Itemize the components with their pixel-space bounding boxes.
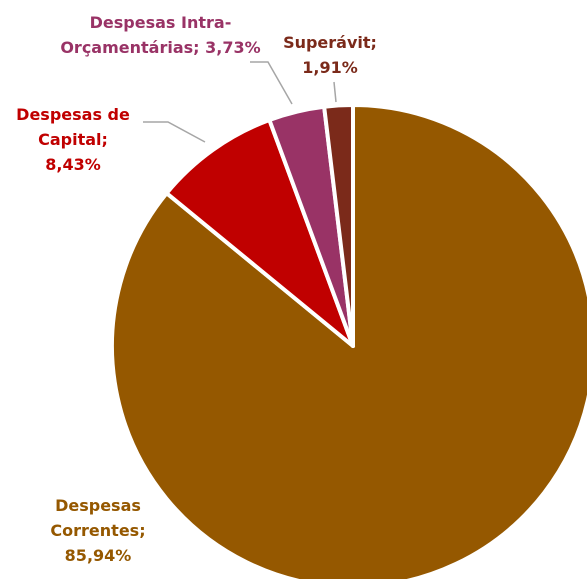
value-label: 8,43% bbox=[45, 155, 101, 174]
value-label: 85,94% bbox=[64, 546, 132, 565]
value-label: 3,73% bbox=[205, 38, 261, 57]
category-label: Superávit; bbox=[283, 33, 377, 52]
data-label: Superávit; 1,91% bbox=[275, 30, 385, 80]
pie-slice bbox=[164, 117, 355, 348]
data-label: Despesas de Capital; 8,43% bbox=[8, 102, 138, 177]
leader-line bbox=[143, 121, 206, 143]
category-label: Despesas de Capital; bbox=[16, 105, 130, 149]
data-label: Despesas Correntes; 85,94% bbox=[38, 493, 158, 568]
leader-line bbox=[333, 81, 337, 103]
category-label: Despesas Intra-Orçamentárias; bbox=[60, 13, 232, 57]
slices bbox=[110, 103, 587, 579]
value-label: 1,91% bbox=[302, 58, 358, 77]
leader-line bbox=[250, 61, 293, 105]
data-label: Despesas Intra-Orçamentárias; 3,73% bbox=[48, 10, 273, 60]
pie-slice bbox=[110, 103, 587, 579]
pie-slice bbox=[322, 103, 355, 348]
category-label: Despesas Correntes; bbox=[50, 496, 146, 540]
